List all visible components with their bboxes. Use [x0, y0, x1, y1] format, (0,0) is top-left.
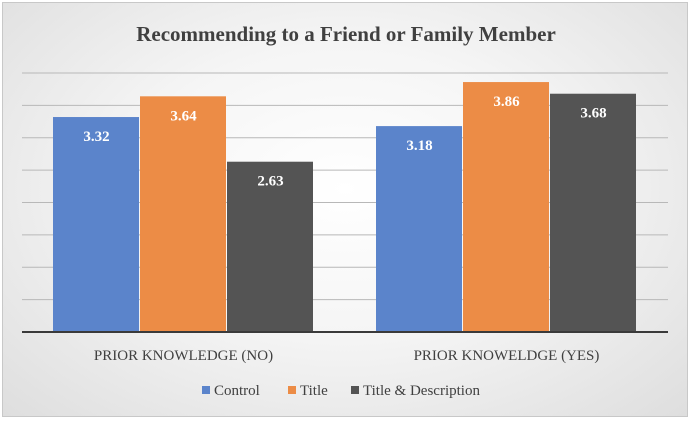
- legend: Control Title Title & Description: [202, 383, 480, 399]
- data-labels: 3.32 3.64 2.63 3.18 3.86 3.68: [83, 94, 606, 190]
- data-label-control-1: 3.32: [83, 129, 109, 145]
- legend-label-title: Title: [300, 383, 328, 399]
- data-label-title-2: 3.86: [493, 94, 520, 110]
- chart-title: Recommending to a Friend or Family Membe…: [136, 22, 556, 46]
- bars: [53, 82, 636, 332]
- data-label-title-description-1: 2.63: [257, 174, 283, 190]
- chart-svg: Recommending to a Friend or Family Membe…: [22, 22, 668, 399]
- legend-swatch-title: [288, 386, 296, 394]
- bar-control-1: [53, 117, 139, 332]
- category-label-2: PRIOR KNOWELDGE (YES): [414, 348, 600, 364]
- chart-area: Recommending to a Friend or Family Membe…: [2, 2, 688, 417]
- legend-swatch-control: [202, 386, 210, 394]
- legend-label-control: Control: [214, 383, 260, 399]
- category-label-1: PRIOR KNOWLEDGE (NO): [94, 348, 273, 364]
- data-label-title-1: 3.64: [170, 108, 197, 124]
- bar-title-1: [140, 96, 226, 332]
- legend-swatch-title-description: [351, 386, 359, 394]
- category-labels: PRIOR KNOWLEDGE (NO) PRIOR KNOWELDGE (YES…: [94, 348, 599, 364]
- bar-title-description-1: [227, 161, 313, 332]
- legend-label-title-description: Title & Description: [363, 383, 480, 399]
- data-label-control-2: 3.18: [406, 138, 432, 154]
- bar-title-2: [463, 82, 549, 332]
- bar-control-2: [376, 126, 462, 332]
- bar-title-description-2: [550, 93, 636, 332]
- data-label-title-description-2: 3.68: [580, 106, 606, 122]
